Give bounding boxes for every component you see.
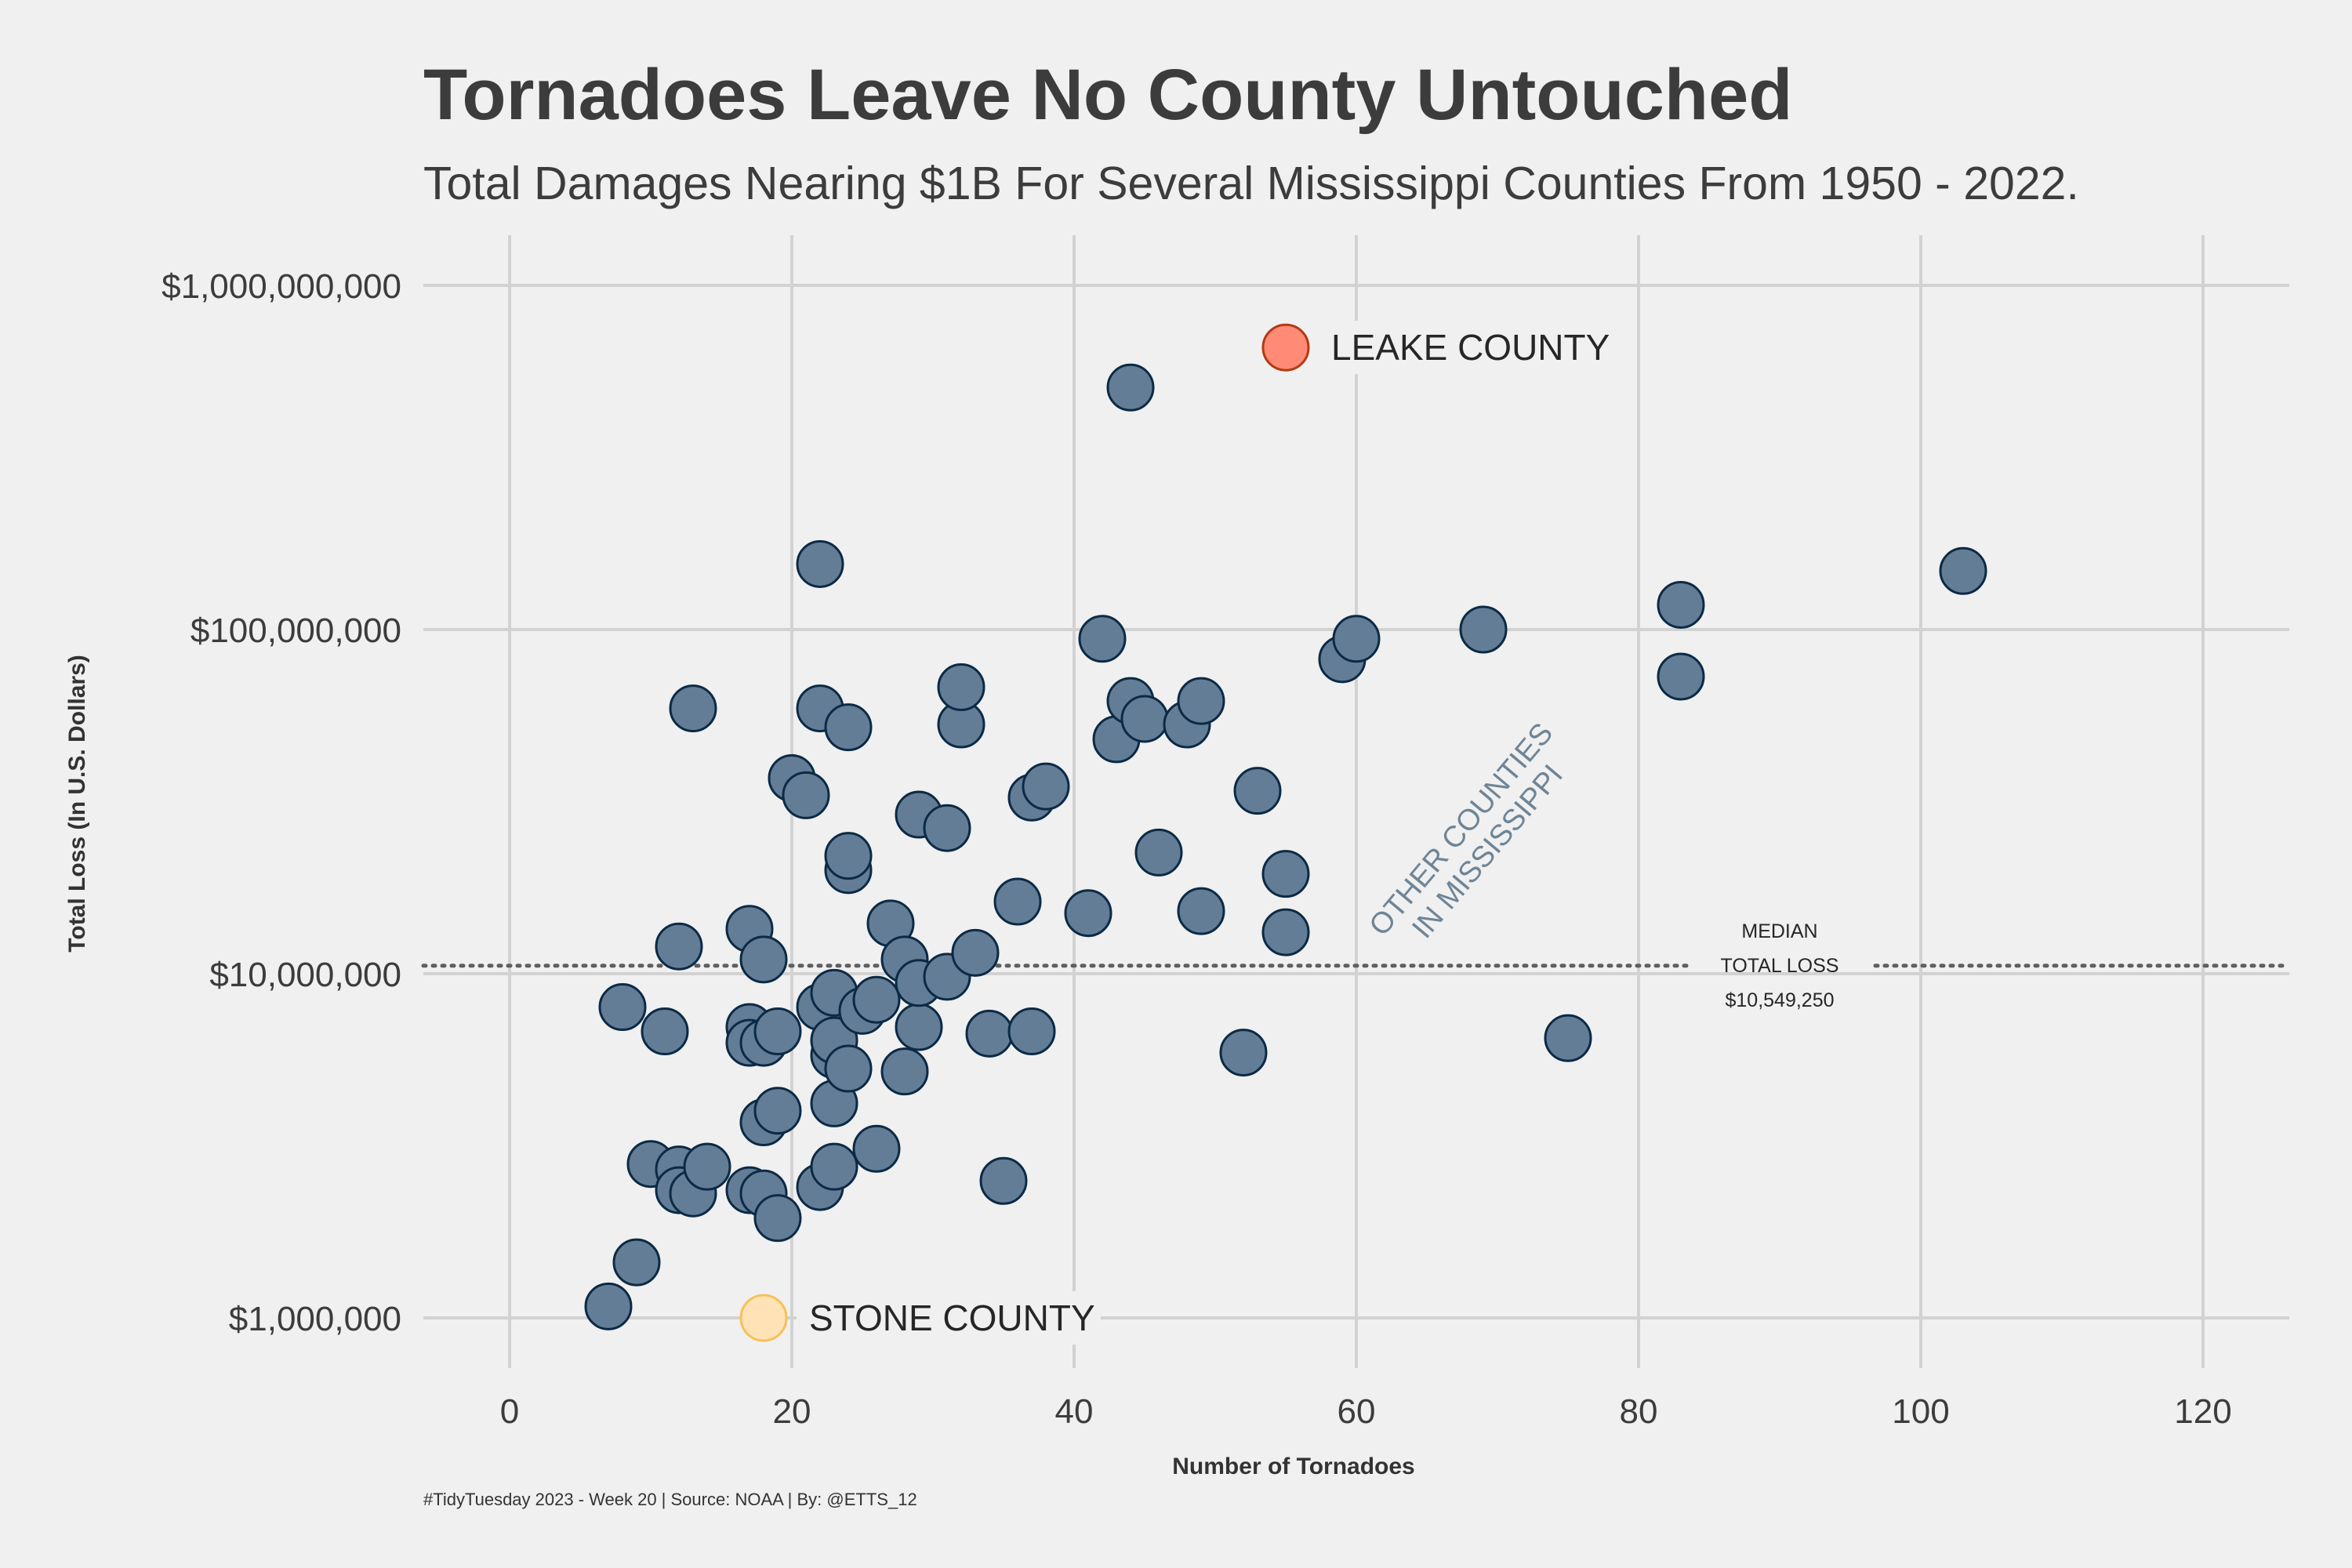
x-tick-label: 100 [1892,1392,1949,1431]
data-point [895,1003,943,1051]
data-points: LEAKE COUNTY STONE COUNTY [584,321,1987,1345]
data-point [641,1007,689,1056]
x-tick-label: 60 [1338,1392,1376,1431]
y-tick-label: $1,000,000 [229,1300,401,1338]
chart-title: Tornadoes Leave No County Untouched [423,55,1792,135]
x-tick-label: 0 [500,1392,519,1431]
data-point [824,1044,873,1093]
y-tick-label: $100,000,000 [191,612,401,650]
data-point [1120,695,1169,743]
data-point [852,1124,901,1173]
data-point [753,1087,802,1135]
data-point [880,1047,929,1096]
data-point [1078,615,1127,663]
data-point [739,935,788,984]
data-point [1106,363,1155,412]
x-axis-label: Number of Tornadoes [1172,1454,1414,1479]
data-point [824,703,873,752]
data-point [1332,615,1381,663]
data-point [782,771,830,819]
data-point [1219,1029,1268,1077]
y-tick-label: $10,000,000 [209,956,401,994]
median-label-line1: MEDIAN [1741,920,1817,942]
x-tick-label: 40 [1055,1392,1094,1431]
data-point [1134,828,1183,877]
other-counties-label: OTHER COUNTIES IN MISSISSIPPI [1363,717,1570,945]
data-point [1007,1007,1056,1056]
data-point [852,975,901,1024]
data-point [584,1282,633,1330]
data-point [612,1238,661,1287]
y-axis-label: Total Loss (In U.S. Dollars) [64,655,90,952]
data-point [937,663,985,712]
stone-county-point [739,1294,788,1342]
leake-county-label: LEAKE COUNTY [1331,327,1610,368]
median-label-line2: TOTAL LOSS [1721,955,1839,977]
data-point [669,684,717,733]
caption: #TidyTuesday 2023 - Week 20 | Source: NO… [423,1490,917,1509]
data-point [1261,850,1310,898]
data-point [1177,677,1225,725]
stone-county-label: STONE COUNTY [809,1298,1095,1338]
data-point [796,539,844,588]
data-point [1657,580,1705,629]
chart-subtitle: Total Damages Nearing $1B For Several Mi… [423,158,2079,209]
data-point [1544,1014,1592,1062]
data-point [655,922,703,971]
data-point [824,832,873,880]
leake-county-label-bg [1319,321,1623,375]
data-point [965,1009,1014,1058]
data-point [1459,605,1508,654]
data-point [1064,889,1112,938]
data-point [1177,887,1225,935]
data-point [810,1142,858,1191]
median-line-group: MEDIAN TOTAL LOSS $10,549,250 [421,920,2292,1011]
stone-county-label-bg [797,1291,1101,1345]
data-point [993,877,1042,926]
data-point [1939,546,1987,595]
gridlines [423,235,2289,1368]
data-point [979,1156,1028,1205]
data-point [753,1194,802,1243]
leake-county-point [1261,323,1310,372]
median-label-value: $10,549,250 [1725,989,1834,1011]
data-point [598,983,647,1032]
data-point [951,928,1000,977]
x-tick-label: 20 [773,1392,811,1431]
data-point [683,1142,731,1191]
data-point [1022,762,1070,811]
data-point [753,1007,802,1056]
data-point [923,804,971,852]
data-point [1657,652,1705,701]
data-point [1261,908,1310,956]
y-tick-label: $1,000,000,000 [162,267,401,306]
data-point [1233,767,1282,815]
x-tick-label: 80 [1620,1392,1658,1431]
x-tick-label: 120 [2174,1392,2231,1431]
tick-labels: 0 20 40 60 80 100 120 $1,000,000 $10,000,000 $100… [162,267,2232,1431]
